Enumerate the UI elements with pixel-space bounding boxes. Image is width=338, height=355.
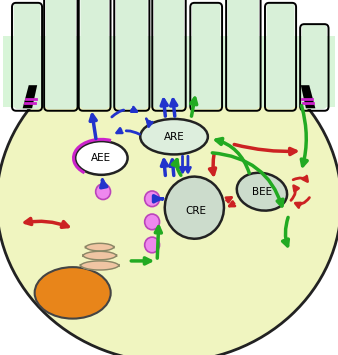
FancyBboxPatch shape bbox=[192, 3, 220, 109]
Ellipse shape bbox=[75, 141, 128, 175]
Ellipse shape bbox=[140, 119, 208, 154]
FancyBboxPatch shape bbox=[267, 3, 294, 109]
Ellipse shape bbox=[0, 43, 338, 355]
Ellipse shape bbox=[165, 176, 224, 239]
Polygon shape bbox=[23, 85, 37, 108]
FancyBboxPatch shape bbox=[154, 0, 184, 109]
Ellipse shape bbox=[35, 267, 111, 319]
FancyBboxPatch shape bbox=[228, 0, 259, 109]
FancyBboxPatch shape bbox=[14, 3, 41, 109]
Ellipse shape bbox=[237, 173, 287, 211]
FancyBboxPatch shape bbox=[3, 36, 335, 106]
Polygon shape bbox=[80, 261, 119, 270]
Text: CRE: CRE bbox=[186, 206, 207, 216]
Circle shape bbox=[145, 237, 160, 253]
Polygon shape bbox=[301, 85, 315, 108]
FancyBboxPatch shape bbox=[80, 0, 109, 109]
FancyBboxPatch shape bbox=[46, 0, 76, 109]
Polygon shape bbox=[83, 251, 117, 260]
Text: BEE: BEE bbox=[252, 187, 272, 197]
Text: ARE: ARE bbox=[164, 132, 185, 142]
Polygon shape bbox=[85, 244, 114, 251]
Text: AEE: AEE bbox=[91, 153, 112, 163]
Circle shape bbox=[145, 214, 160, 230]
Circle shape bbox=[145, 191, 160, 207]
FancyBboxPatch shape bbox=[116, 0, 148, 109]
Circle shape bbox=[96, 184, 111, 200]
FancyBboxPatch shape bbox=[302, 24, 327, 109]
